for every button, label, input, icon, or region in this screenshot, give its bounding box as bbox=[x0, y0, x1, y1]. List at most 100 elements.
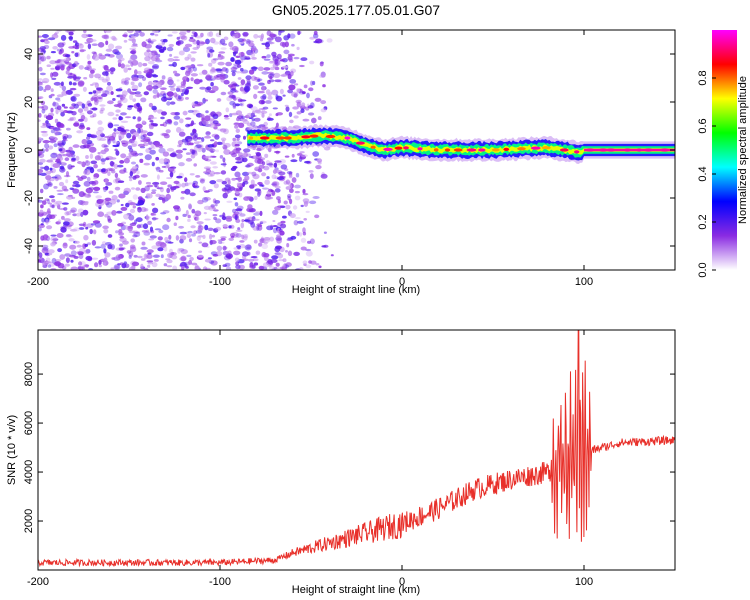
heatmap-cell bbox=[177, 144, 181, 148]
heatmap-cell bbox=[170, 187, 175, 192]
heatmap-cell bbox=[143, 91, 149, 96]
heatmap-cell bbox=[202, 186, 206, 192]
heatmap-cell bbox=[258, 242, 263, 247]
heatmap-cell bbox=[71, 111, 77, 116]
heatmap-cell bbox=[57, 176, 62, 180]
heatmap-cell bbox=[292, 106, 299, 110]
heatmap-cell bbox=[330, 254, 334, 257]
heatmap-cell bbox=[151, 245, 159, 250]
heatmap-cell bbox=[279, 159, 286, 164]
heatmap-cell bbox=[54, 259, 62, 262]
heatmap-cell bbox=[115, 254, 122, 261]
heatmap-cell bbox=[237, 77, 242, 80]
heatmap-cell bbox=[172, 59, 181, 61]
heatmap-cell bbox=[216, 141, 224, 145]
heatmap-cell bbox=[151, 261, 158, 268]
heatmap-cell bbox=[224, 117, 230, 120]
heatmap-cell bbox=[47, 182, 53, 187]
heatmap-cell bbox=[89, 115, 95, 118]
heatmap-cell bbox=[42, 77, 50, 84]
heatmap-cell bbox=[187, 218, 191, 222]
heatmap-cell bbox=[261, 42, 268, 46]
heatmap-cell bbox=[79, 49, 85, 53]
heatmap-cell bbox=[113, 163, 118, 169]
spectrogram-x-tick-label: -100 bbox=[209, 276, 231, 288]
heatmap-cell bbox=[287, 33, 291, 39]
heatmap-cell bbox=[41, 132, 49, 137]
heatmap-cell bbox=[89, 167, 95, 174]
snr-x-axis-label: Height of straight line (km) bbox=[292, 584, 420, 596]
heatmap-cell bbox=[50, 136, 55, 139]
heatmap-cell bbox=[315, 263, 320, 266]
heatmap-cell bbox=[207, 257, 212, 260]
heatmap-cell bbox=[235, 103, 240, 107]
heatmap-cell bbox=[246, 153, 252, 157]
heatmap-cell bbox=[190, 153, 196, 159]
heatmap-cell bbox=[83, 77, 88, 80]
heatmap-cell bbox=[152, 30, 159, 34]
heatmap-cell bbox=[242, 31, 249, 37]
heatmap-cell bbox=[94, 222, 102, 228]
heatmap-cell bbox=[124, 225, 129, 230]
heatmap-cell bbox=[127, 145, 133, 150]
heatmap-cell bbox=[38, 78, 43, 81]
heatmap-cell bbox=[180, 255, 187, 262]
heatmap-cell bbox=[132, 205, 136, 209]
heatmap-cell bbox=[235, 264, 241, 270]
heatmap-cell bbox=[227, 84, 234, 88]
ridge-peak bbox=[383, 147, 393, 151]
heatmap-cell bbox=[317, 116, 322, 121]
heatmap-cell bbox=[201, 242, 209, 248]
heatmap-cell bbox=[197, 144, 204, 150]
heatmap-cell bbox=[59, 109, 64, 113]
heatmap-cell bbox=[186, 86, 194, 90]
ridge-peak bbox=[491, 148, 500, 152]
heatmap-cell bbox=[184, 177, 188, 183]
heatmap-cell bbox=[183, 46, 189, 50]
heatmap-cell bbox=[50, 129, 56, 134]
heatmap-cell bbox=[46, 64, 52, 67]
heatmap-cell bbox=[222, 264, 228, 267]
heatmap-cell bbox=[77, 208, 84, 214]
heatmap-cell bbox=[74, 52, 79, 58]
heatmap-cell bbox=[65, 89, 73, 95]
heatmap-cell bbox=[275, 245, 282, 250]
heatmap-cell bbox=[50, 236, 58, 242]
heatmap-cell bbox=[158, 46, 165, 53]
heatmap-cell bbox=[94, 73, 102, 79]
heatmap-cell bbox=[214, 141, 218, 146]
heatmap-cell bbox=[77, 80, 85, 86]
heatmap-cell bbox=[266, 163, 274, 166]
heatmap-cell bbox=[180, 81, 186, 87]
heatmap-cell bbox=[213, 41, 220, 45]
heatmap-cell bbox=[172, 83, 176, 87]
heatmap-cell bbox=[63, 188, 69, 192]
heatmap-cell bbox=[141, 120, 146, 124]
heatmap-cell bbox=[113, 264, 121, 270]
heatmap-cell bbox=[104, 178, 108, 184]
heatmap-cell bbox=[50, 152, 58, 159]
heatmap-cell bbox=[274, 60, 281, 66]
heatmap-cell bbox=[161, 111, 167, 116]
heatmap-cell bbox=[55, 158, 61, 162]
heatmap-cell bbox=[125, 202, 130, 208]
heatmap-cell bbox=[68, 36, 73, 40]
heatmap-cell bbox=[68, 238, 75, 242]
heatmap-cell bbox=[50, 242, 56, 247]
heatmap-cell bbox=[50, 267, 57, 270]
heatmap-cell bbox=[250, 52, 256, 58]
heatmap-cell bbox=[108, 43, 115, 50]
heatmap-cell bbox=[203, 205, 211, 210]
heatmap-cell bbox=[42, 262, 47, 266]
heatmap-cell bbox=[233, 97, 237, 101]
heatmap-cell bbox=[75, 155, 80, 161]
heatmap-cell bbox=[146, 131, 154, 137]
heatmap-cell bbox=[233, 250, 241, 256]
ridge-peak bbox=[248, 136, 254, 140]
heatmap-cell bbox=[72, 144, 80, 148]
heatmap-cell bbox=[85, 226, 89, 230]
heatmap-cell bbox=[252, 85, 259, 90]
heatmap-cell bbox=[92, 191, 99, 194]
snr-x-tick-label: 100 bbox=[575, 576, 593, 588]
heatmap-cell bbox=[284, 104, 289, 107]
